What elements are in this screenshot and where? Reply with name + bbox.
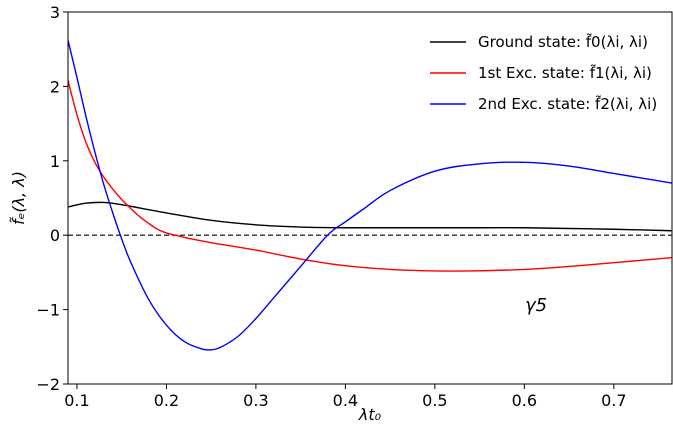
legend-label: 2nd Exc. state: f̃2(λi, λi)	[478, 94, 657, 113]
x-tick-label: 0.2	[154, 391, 179, 410]
legend: Ground state: f̃0(λi, λi) 1st Exc. state:…	[430, 32, 657, 113]
y-tick-label: 3	[50, 3, 60, 22]
plot-lines	[68, 40, 672, 351]
y-tick-label: −2	[36, 375, 60, 394]
y-axis-label: f̃ₑ(λ, λ)	[9, 171, 28, 225]
y-tick-label: 0	[50, 226, 60, 245]
series-first-excited-state	[68, 80, 672, 272]
axis-ticks: 0.1 0.2 0.3 0.4 0.5 0.6 0.7 −2 −1 0 1 2 3	[36, 3, 626, 410]
plot-frame	[67, 11, 673, 385]
x-tick-label: 0.7	[601, 391, 626, 410]
x-axis-label: λt₀	[358, 405, 382, 424]
legend-label: 1st Exc. state: f̃1(λi, λi)	[478, 63, 652, 82]
x-tick-label: 0.4	[333, 391, 358, 410]
y-tick-label: −1	[36, 301, 60, 320]
x-tick-label: 0.1	[64, 391, 89, 410]
legend-label: Ground state: f̃0(λi, λi)	[478, 32, 648, 51]
x-tick-label: 0.3	[243, 391, 268, 410]
series-ground-state	[68, 201, 672, 232]
x-tick-label: 0.5	[422, 391, 447, 410]
y-tick-label: 1	[50, 152, 60, 171]
series-second-excited-state	[68, 40, 672, 351]
annotation-gamma5: γ5	[525, 295, 547, 316]
y-tick-label: 2	[50, 77, 60, 96]
x-tick-label: 0.6	[512, 391, 537, 410]
